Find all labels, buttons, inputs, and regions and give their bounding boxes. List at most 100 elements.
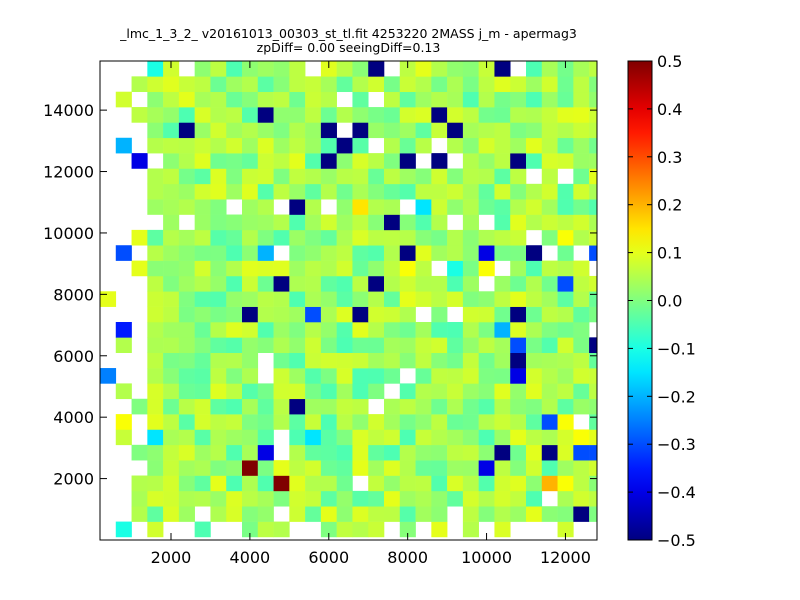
heatmap-cell <box>399 521 416 538</box>
heatmap-cell <box>242 214 259 231</box>
heatmap-cell <box>462 107 479 123</box>
heatmap-cell <box>147 199 164 215</box>
heatmap-cell <box>557 383 574 400</box>
heatmap-cell <box>557 429 574 446</box>
heatmap-cell <box>384 76 401 93</box>
colorbar-tick-label: −0.5 <box>657 531 696 550</box>
heatmap-cell <box>194 214 211 231</box>
heatmap-cell <box>242 475 259 492</box>
heatmap-cell <box>384 475 401 492</box>
heatmap-cell <box>510 229 527 246</box>
heatmap-cell <box>368 475 385 492</box>
heatmap-cell <box>368 337 385 353</box>
heatmap-cell <box>589 291 598 307</box>
heatmap-cell <box>447 398 464 415</box>
heatmap-cell <box>415 368 432 384</box>
heatmap-cell <box>510 398 527 415</box>
colorbar-tick-label: −0.2 <box>657 387 696 406</box>
heatmap-cell <box>368 245 385 261</box>
heatmap-cell <box>257 122 274 139</box>
heatmap-cell <box>242 398 259 415</box>
heatmap-cell <box>257 429 274 446</box>
heatmap-cell <box>431 368 448 384</box>
heatmap-cell <box>257 153 274 169</box>
heatmap-cell <box>462 153 479 169</box>
heatmap-cell <box>526 153 543 169</box>
heatmap-cell <box>352 414 369 430</box>
heatmap-cell <box>273 352 290 369</box>
heatmap-cell <box>147 260 164 277</box>
heatmap-cell <box>147 229 164 246</box>
heatmap-cell <box>462 199 479 215</box>
heatmap-cell <box>589 352 598 369</box>
heatmap-cell <box>510 245 527 261</box>
heatmap-cell <box>494 214 511 231</box>
heatmap-cell <box>320 460 337 476</box>
heatmap-cell <box>526 137 543 154</box>
heatmap-cell <box>415 61 432 77</box>
heatmap-cell <box>447 352 464 369</box>
heatmap-cell <box>320 168 337 185</box>
heatmap-cell <box>210 199 227 215</box>
heatmap-cell <box>273 291 290 307</box>
heatmap-cell <box>557 260 574 277</box>
heatmap-cell <box>478 260 495 277</box>
heatmap-cell <box>526 61 543 77</box>
heatmap-cell <box>242 245 259 261</box>
x-tick-label: 4000 <box>230 548 271 567</box>
heatmap-cell <box>336 321 353 338</box>
heatmap-cell <box>510 260 527 277</box>
heatmap-cell <box>589 137 598 154</box>
heatmap-cell <box>415 429 432 446</box>
heatmap-cell <box>178 337 195 353</box>
heatmap-cell <box>352 107 369 123</box>
heatmap-cell <box>462 214 479 231</box>
heatmap-cell <box>431 521 448 538</box>
heatmap-cell <box>447 137 464 154</box>
heatmap-cell <box>320 352 337 369</box>
heatmap-cell <box>541 137 558 154</box>
heatmap-cell <box>147 61 164 77</box>
heatmap-cell <box>100 368 117 384</box>
heatmap-cell <box>541 107 558 123</box>
heatmap-cell <box>273 260 290 277</box>
heatmap-cell <box>352 337 369 353</box>
heatmap-cell <box>147 122 164 139</box>
heatmap-cell <box>305 260 322 277</box>
heatmap-cell <box>431 321 448 338</box>
heatmap-cell <box>494 153 511 169</box>
heatmap-cell <box>399 76 416 93</box>
heatmap-cell <box>399 91 416 108</box>
heatmap-cell <box>368 260 385 277</box>
heatmap-cell <box>147 444 164 461</box>
heatmap-cell <box>478 107 495 123</box>
heatmap-cell <box>557 352 574 369</box>
heatmap-cell <box>384 306 401 323</box>
heatmap-cell <box>573 168 590 185</box>
heatmap-cell <box>431 429 448 446</box>
heatmap-cell <box>462 291 479 307</box>
heatmap-cell <box>242 91 259 108</box>
heatmap-cell <box>305 76 322 93</box>
heatmap-cell <box>289 137 306 154</box>
heatmap-cell <box>163 122 180 139</box>
heatmap-cell <box>526 383 543 400</box>
heatmap-cell <box>163 183 180 200</box>
heatmap-cell <box>242 368 259 384</box>
heatmap-cell <box>541 414 558 430</box>
heatmap-cell <box>147 137 164 154</box>
heatmap-cell <box>384 444 401 461</box>
heatmap-cell <box>368 122 385 139</box>
heatmap-cell <box>289 229 306 246</box>
heatmap-cell <box>589 475 598 492</box>
heatmap-cell <box>368 321 385 338</box>
heatmap-cell <box>178 260 195 277</box>
x-tick-label: 10000 <box>461 548 512 567</box>
heatmap-cell <box>462 383 479 400</box>
heatmap-cell <box>242 521 259 538</box>
heatmap-cell <box>352 429 369 446</box>
heatmap-cell <box>557 444 574 461</box>
heatmap-cell <box>352 199 369 215</box>
heatmap-cell <box>478 61 495 77</box>
heatmap-cell <box>573 291 590 307</box>
